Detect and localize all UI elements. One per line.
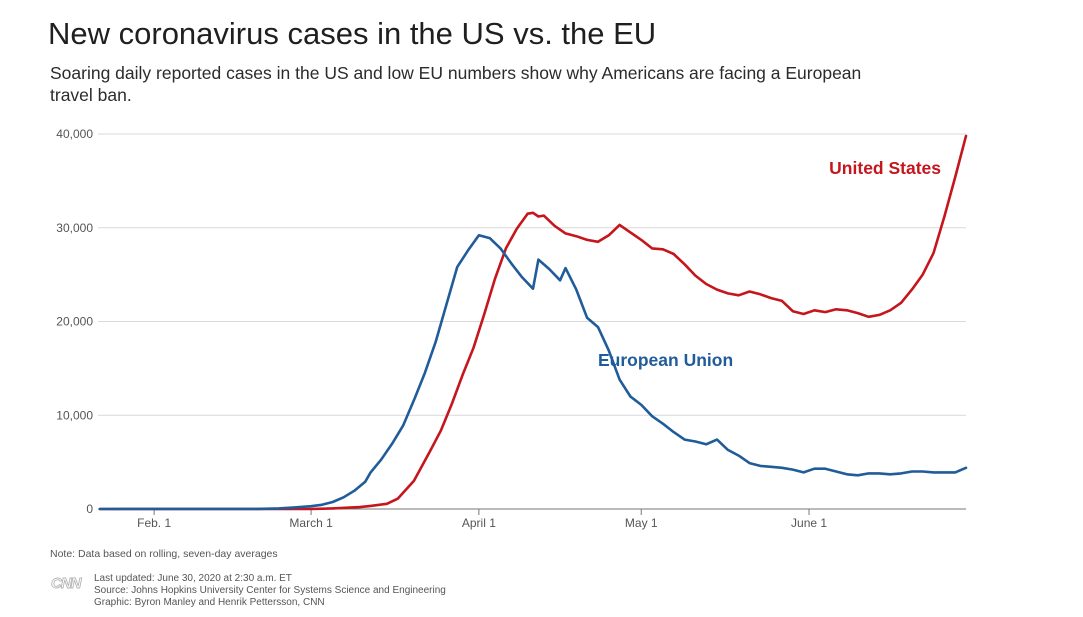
chart-title: New coronavirus cases in the US vs. the … [48,16,657,51]
x-tick-label: Feb. 1 [137,516,171,530]
chart-subtitle: Soaring daily reported cases in the US a… [50,63,862,105]
footnote: Note: Data based on rolling, seven-day a… [50,548,278,560]
series-line-united-states [98,134,968,511]
y-tick-label: 0 [86,502,93,516]
series-line-european-union [98,234,968,511]
y-tick-label: 40,000 [56,127,93,141]
y-tick-label: 10,000 [56,408,93,422]
x-tick-label: March 1 [289,516,333,530]
series-label-european-union: European Union [598,350,733,370]
x-tick-label: May 1 [625,516,658,530]
cnn-logo-icon: CNN [51,575,84,592]
x-tick-label: June 1 [791,516,827,530]
y-tick-label: 20,000 [56,315,93,329]
source: Source: Johns Hopkins University Center … [94,585,446,596]
series-label-united-states: United States [829,158,941,178]
svg-text:CNN: CNN [51,575,83,592]
last-updated: Last updated: June 30, 2020 at 2:30 a.m.… [94,573,292,584]
graphic-credit: Graphic: Byron Manley and Henrik Petters… [94,597,325,608]
x-tick-label: April 1 [462,516,496,530]
y-tick-label: 30,000 [56,221,93,235]
credits: Last updated: June 30, 2020 at 2:30 a.m.… [94,573,446,609]
